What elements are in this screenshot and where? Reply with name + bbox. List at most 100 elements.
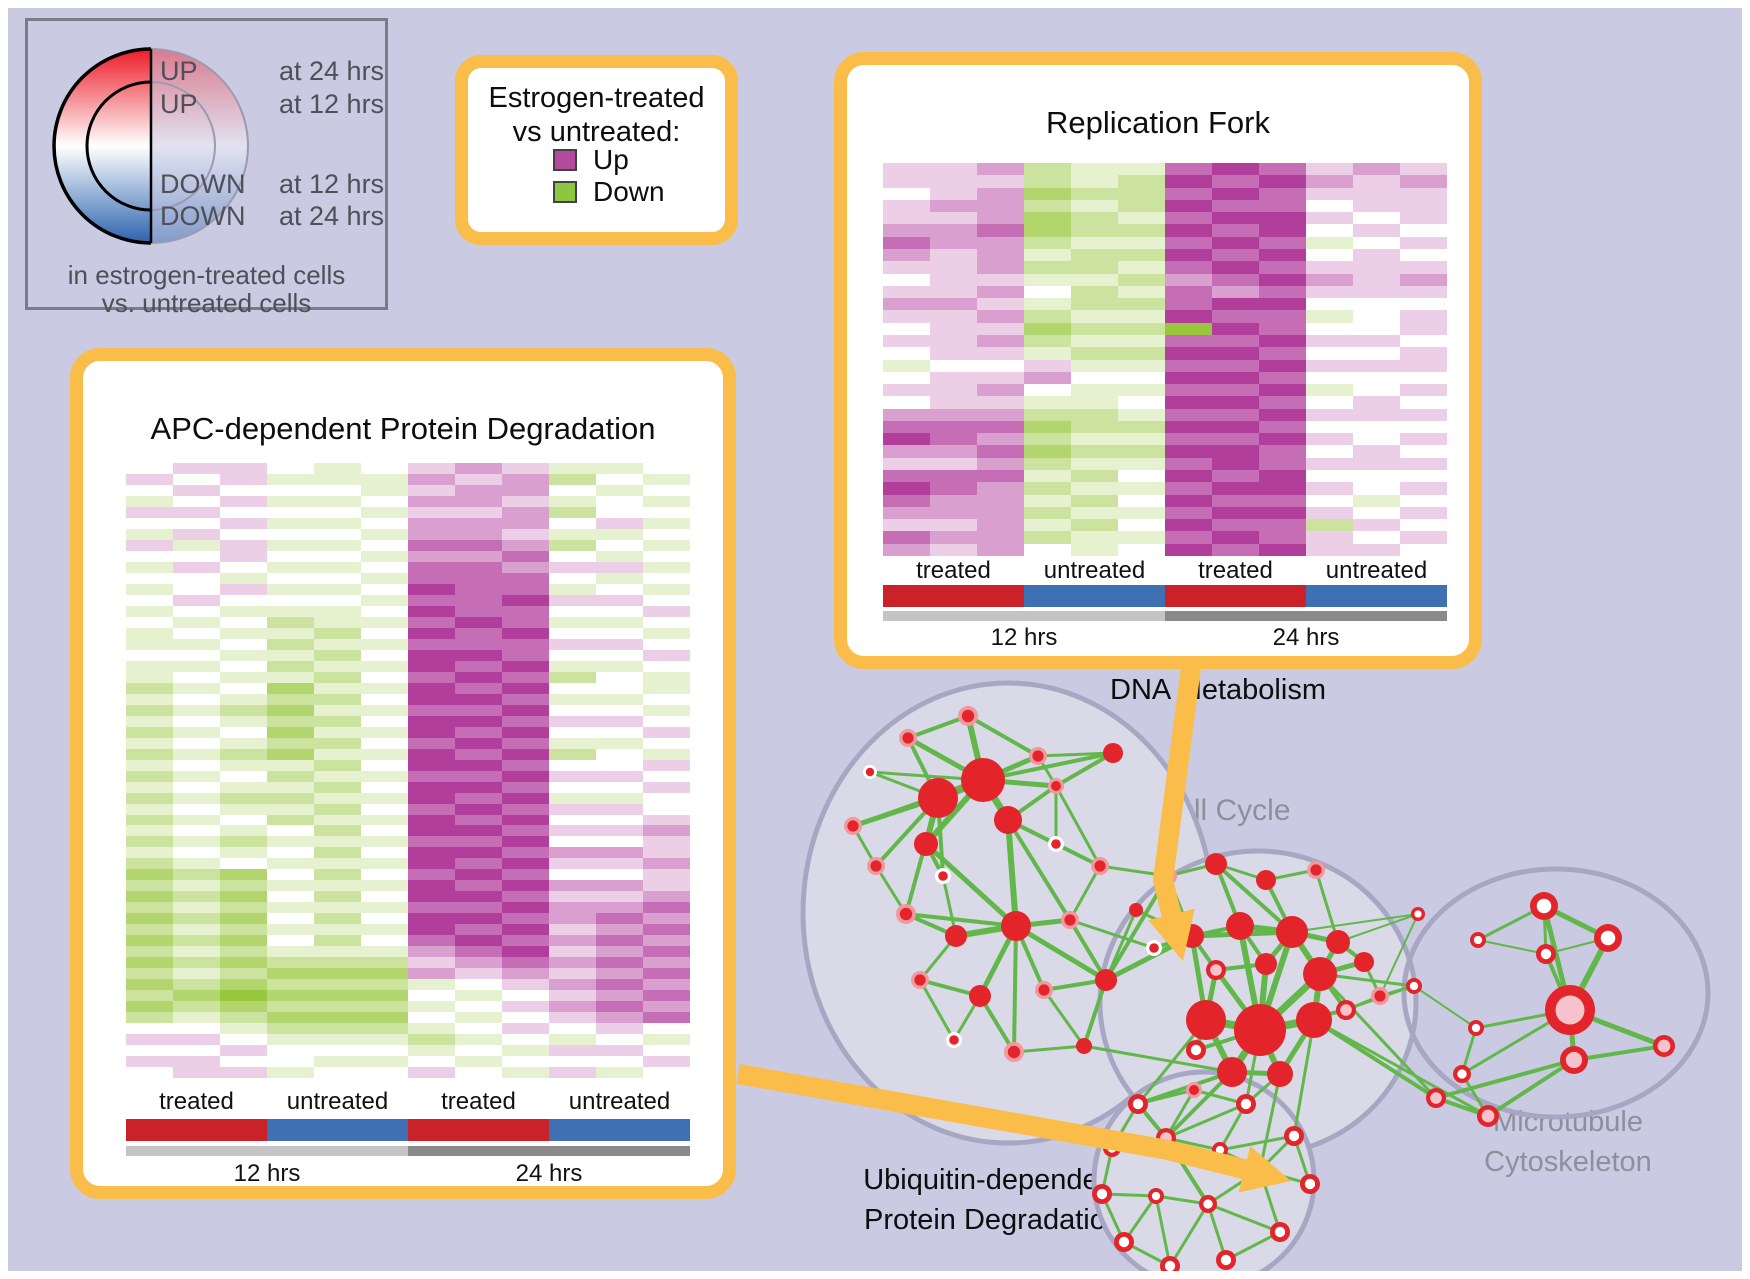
network-node xyxy=(1406,978,1422,994)
heatmap-cell xyxy=(173,803,220,815)
heatmap-cell xyxy=(502,638,549,650)
heatmap-cell xyxy=(1118,199,1165,213)
heatmap-cell xyxy=(1306,543,1353,556)
heatmap-cell xyxy=(643,891,690,903)
heatmap-cell xyxy=(455,880,502,892)
heatmap-cell xyxy=(977,543,1024,556)
heatmap-row xyxy=(883,310,1447,323)
heatmap-cell xyxy=(314,539,361,551)
heatmap-cell xyxy=(549,748,596,760)
network-edge xyxy=(967,714,1039,758)
network-edge xyxy=(1337,913,1419,943)
heatmap-cell xyxy=(126,517,173,529)
heatmap-cell xyxy=(1306,494,1353,507)
heatmap-cell xyxy=(977,261,1024,274)
network-edge xyxy=(1541,905,1573,1011)
heatmap-cell xyxy=(596,770,643,782)
network-edge xyxy=(1544,953,1572,1011)
heatmap-cell xyxy=(314,605,361,617)
heatmap-row xyxy=(126,693,690,705)
heatmap-cell xyxy=(314,737,361,749)
network-edge xyxy=(1292,1019,1316,1137)
heatmap-cell xyxy=(408,594,455,606)
heatmap-cell xyxy=(502,737,549,749)
heatmap-cell xyxy=(314,902,361,914)
network-edge xyxy=(907,714,969,740)
heatmap-row xyxy=(126,704,690,716)
heatmap-cell xyxy=(1212,285,1259,299)
heatmap-cell xyxy=(314,1056,361,1068)
heatmap-cell xyxy=(549,990,596,1002)
heatmap-cell xyxy=(267,463,314,474)
heatmap-cell xyxy=(126,1023,173,1035)
heatmap-cell xyxy=(1165,371,1212,385)
network-node-core xyxy=(1160,1132,1172,1144)
heatmap-cell xyxy=(220,1023,267,1035)
network-edge xyxy=(1214,862,1294,934)
network-node-core xyxy=(1107,1143,1117,1153)
heatmap-row xyxy=(883,384,1447,397)
heatmap-cell xyxy=(1024,261,1071,274)
heatmap-cell xyxy=(408,803,455,815)
heatmap-cell xyxy=(977,359,1024,372)
network-node xyxy=(1206,960,1226,980)
heatmap-cell xyxy=(930,224,977,237)
heatmap-cell xyxy=(408,671,455,683)
ubiquitin-label-line1: Ubiquitin-dependent xyxy=(863,1164,1123,1196)
heatmap-row xyxy=(883,187,1447,200)
heatmap-cell xyxy=(596,924,643,936)
heatmap-cell xyxy=(502,539,549,551)
heatmap-row xyxy=(883,420,1447,434)
condition-label: untreated xyxy=(1325,557,1428,584)
heatmap-cell xyxy=(173,473,220,485)
heatmap-cell xyxy=(314,572,361,584)
heatmap-cell xyxy=(126,704,173,716)
heatmap-cell xyxy=(220,704,267,716)
heatmap-cell xyxy=(1400,248,1447,262)
heatmap-cell xyxy=(883,199,930,213)
heatmap-cell xyxy=(502,836,549,848)
heatmap-cell xyxy=(596,979,643,991)
heatmap-cell xyxy=(126,463,173,474)
network-edge xyxy=(965,715,986,781)
heatmap-cell xyxy=(1024,396,1071,409)
network-edge xyxy=(905,912,957,938)
heatmap-cell xyxy=(1165,433,1212,446)
network-node xyxy=(1061,911,1079,929)
heatmap-cell xyxy=(930,236,977,249)
heatmap-cell xyxy=(549,792,596,804)
heatmap-cell xyxy=(502,594,549,606)
heatmap-cell xyxy=(1353,408,1400,421)
network-edge xyxy=(1265,868,1317,882)
heatmap-cell xyxy=(126,561,173,573)
heatmap-cell xyxy=(1400,457,1447,471)
network-edge xyxy=(978,994,1016,1054)
heatmap-cell xyxy=(314,506,361,518)
network-node xyxy=(1255,953,1277,975)
heatmap-cell xyxy=(1165,494,1212,507)
heatmap-cell xyxy=(1118,224,1165,237)
heatmap-cell xyxy=(1165,470,1212,483)
heatmap-cell xyxy=(1118,359,1165,372)
heatmap-cell xyxy=(1306,408,1353,421)
heatmap-cell xyxy=(502,726,549,738)
network-node-core xyxy=(1240,1098,1252,1110)
heatmap-cell xyxy=(314,594,361,606)
heatmap-cell xyxy=(314,891,361,903)
condition-bar xyxy=(408,1119,549,1141)
heatmap-row xyxy=(126,583,690,595)
heatmap-cell xyxy=(126,1056,173,1068)
heatmap-cell xyxy=(1024,519,1071,532)
heatmap-cell xyxy=(596,495,643,507)
heatmap-cell xyxy=(126,550,173,562)
heatmap-cell xyxy=(643,726,690,738)
heatmap-cell xyxy=(1071,310,1118,323)
heatmap-cell xyxy=(930,445,977,458)
heatmap-cell xyxy=(1259,334,1306,348)
heatmap-cell xyxy=(361,550,408,562)
network-edge xyxy=(1219,1134,1295,1152)
heatmap-cell xyxy=(267,814,314,826)
network-edge xyxy=(1167,862,1217,878)
network-edge xyxy=(1007,818,1057,846)
heatmap-cell xyxy=(455,682,502,694)
